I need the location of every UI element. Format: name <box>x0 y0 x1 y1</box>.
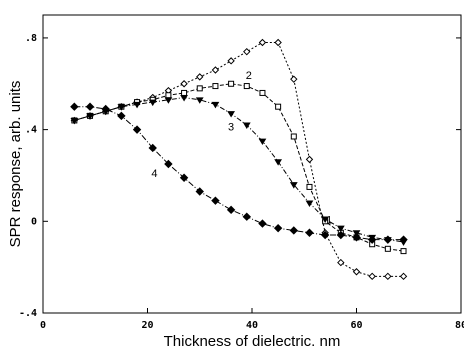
marker <box>289 182 298 189</box>
marker <box>258 219 267 228</box>
marker <box>195 187 204 196</box>
marker <box>290 133 297 140</box>
marker <box>274 38 282 47</box>
marker <box>275 103 282 110</box>
marker <box>196 73 204 81</box>
y-tick-label: 0 <box>31 216 37 227</box>
marker <box>86 113 94 120</box>
x-tick-label: 20 <box>141 320 153 331</box>
marker <box>133 101 141 109</box>
marker <box>117 104 126 111</box>
series-label: 2 <box>246 70 252 82</box>
x-tick-label: 40 <box>246 320 258 331</box>
marker <box>305 228 314 237</box>
y-tick-label: -.4 <box>19 308 37 319</box>
series-label: 1 <box>326 215 332 227</box>
series-label: 3 <box>228 121 234 133</box>
marker <box>196 85 203 92</box>
marker <box>320 230 330 240</box>
series-line <box>74 42 404 277</box>
marker <box>195 97 204 104</box>
marker <box>399 235 408 244</box>
marker <box>306 183 313 190</box>
marker <box>242 212 251 221</box>
marker <box>383 235 393 244</box>
marker <box>274 159 283 166</box>
x-tick-label: 60 <box>350 320 362 331</box>
marker <box>181 89 188 96</box>
marker <box>243 83 250 90</box>
x-tick-label: 0 <box>40 320 46 331</box>
marker <box>211 196 220 205</box>
marker <box>164 97 173 104</box>
marker <box>117 111 126 121</box>
y-tick-label: .8 <box>25 33 37 44</box>
marker <box>148 99 157 107</box>
marker <box>321 216 330 223</box>
marker <box>227 111 235 118</box>
marker <box>226 205 236 215</box>
marker <box>259 89 266 96</box>
series-line <box>74 83 404 252</box>
marker <box>368 272 376 281</box>
marker <box>211 66 220 74</box>
marker <box>367 235 377 244</box>
marker <box>352 268 361 276</box>
marker <box>243 47 251 56</box>
marker <box>85 102 95 111</box>
marker <box>227 57 235 65</box>
marker <box>289 226 299 235</box>
marker <box>336 230 346 240</box>
marker <box>70 117 79 125</box>
y-tick-label: .4 <box>25 125 37 136</box>
marker <box>258 138 267 146</box>
marker <box>212 83 219 90</box>
x-tick-label: 80 <box>455 320 464 331</box>
marker <box>165 92 172 99</box>
marker <box>399 272 408 281</box>
series-line <box>74 106 404 241</box>
marker <box>336 225 345 233</box>
marker <box>352 233 361 242</box>
y-axis-title: SPR response, arb. units <box>7 81 24 248</box>
marker <box>70 102 79 111</box>
series-line <box>74 97 404 243</box>
marker <box>132 125 142 134</box>
series-label: 4 <box>151 168 157 180</box>
marker <box>180 95 188 102</box>
marker <box>179 173 189 182</box>
marker <box>228 80 235 87</box>
marker <box>290 75 298 83</box>
marker <box>384 272 392 281</box>
marker <box>273 223 283 233</box>
marker <box>305 155 314 164</box>
marker <box>148 143 157 153</box>
marker <box>258 38 267 47</box>
marker <box>164 159 173 169</box>
marker <box>305 200 314 207</box>
marker <box>384 245 391 252</box>
marker <box>101 104 110 114</box>
marker <box>400 248 407 255</box>
marker <box>211 101 220 109</box>
marker <box>337 258 345 267</box>
marker <box>242 122 251 130</box>
plot-frame <box>42 14 462 314</box>
x-axis-title: Thickness of dielectric. nm <box>164 333 341 350</box>
marker <box>180 80 188 88</box>
